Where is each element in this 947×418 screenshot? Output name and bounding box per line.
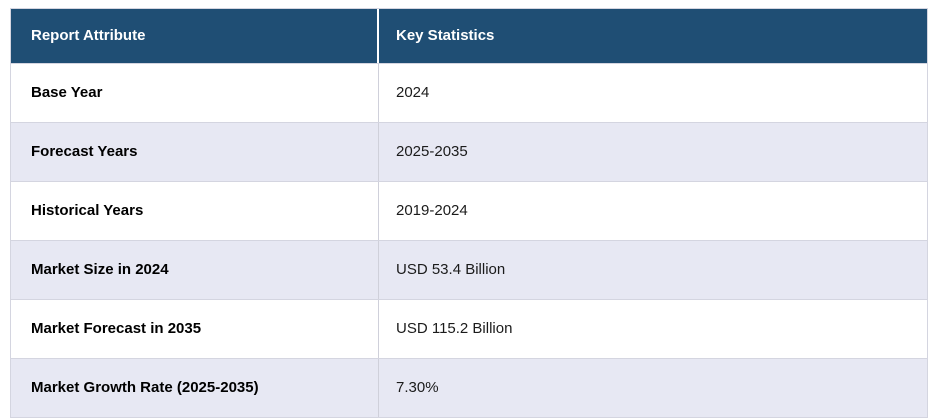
table-row: Forecast Years 2025-2035 bbox=[11, 122, 927, 181]
row-value-base-year: 2024 bbox=[396, 84, 430, 101]
row-attribute-market-forecast-2035: Market Forecast in 2035 bbox=[11, 300, 379, 358]
row-value-market-growth-rate: 7.30% bbox=[396, 379, 439, 396]
table-header-row: Report Attribute Key Statistics bbox=[11, 9, 927, 63]
row-attribute-base-year: Base Year bbox=[11, 64, 379, 122]
row-attribute-forecast-years: Forecast Years bbox=[11, 123, 379, 181]
row-value-forecast-years: 2025-2035 bbox=[396, 143, 468, 160]
row-attribute-market-size-2024: Market Size in 2024 bbox=[11, 241, 379, 299]
row-attribute-market-growth-rate: Market Growth Rate (2025-2035) bbox=[11, 359, 379, 417]
row-value-market-size-2024: USD 53.4 Billion bbox=[396, 261, 506, 278]
table-row: Market Growth Rate (2025-2035) 7.30% bbox=[11, 358, 927, 417]
table-row: Historical Years 2019-2024 bbox=[11, 181, 927, 240]
row-value-historical-years: 2019-2024 bbox=[396, 202, 468, 219]
table-row: Market Size in 2024 USD 53.4 Billion bbox=[11, 240, 927, 299]
column-header-report-attribute: Report Attribute bbox=[11, 9, 379, 63]
row-value-market-forecast-2035: USD 115.2 Billion bbox=[396, 320, 513, 337]
column-header-key-statistics: Key Statistics bbox=[396, 27, 495, 44]
table-row: Base Year 2024 bbox=[11, 63, 927, 122]
table-row: Market Forecast in 2035 USD 115.2 Billio… bbox=[11, 299, 927, 358]
row-attribute-historical-years: Historical Years bbox=[11, 182, 379, 240]
report-statistics-table: Report Attribute Key Statistics Base Yea… bbox=[10, 8, 928, 418]
